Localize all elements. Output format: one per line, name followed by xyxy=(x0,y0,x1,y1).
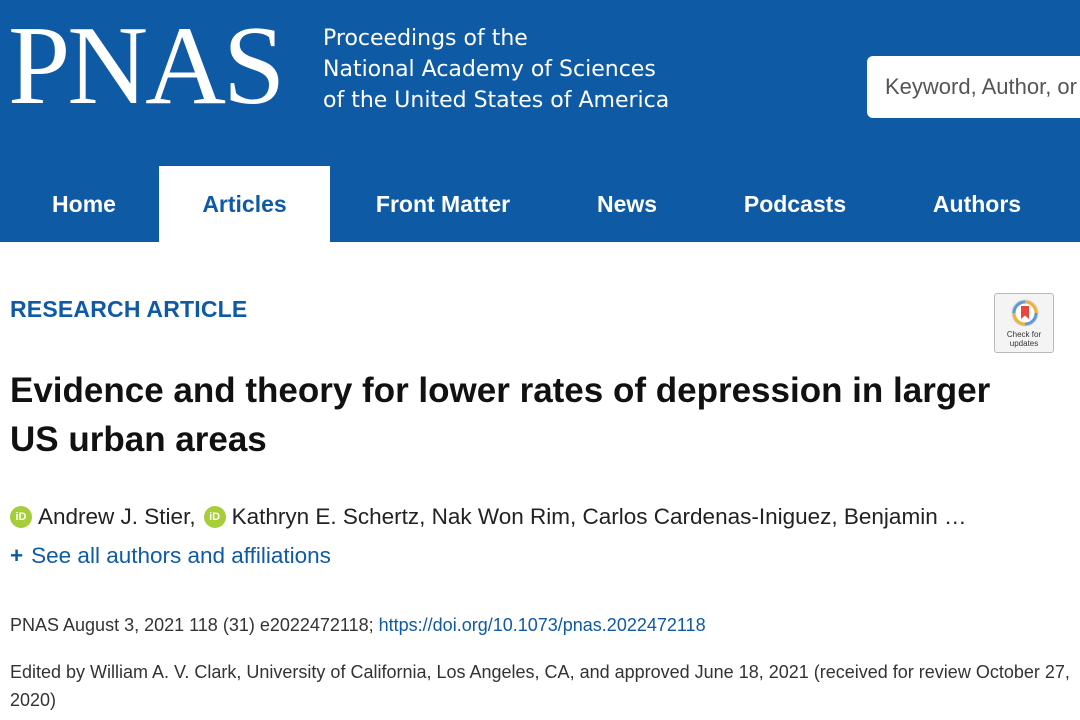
nav-home[interactable]: Home xyxy=(52,190,116,217)
orcid-icon[interactable]: iD xyxy=(10,506,32,528)
article-type-label: RESEARCH ARTICLE xyxy=(10,296,248,322)
site-header: PNAS Proceedings of the National Academy… xyxy=(0,0,1080,242)
article-title: Evidence and theory for lower rates of d… xyxy=(10,371,991,459)
citation-text: PNAS August 3, 2021 118 (31) e2022472118… xyxy=(10,615,374,635)
search-input[interactable] xyxy=(867,56,1080,118)
proceedings-line-2: National Academy of Sciences xyxy=(323,57,656,82)
author-list: iD Andrew J. Stier, iD Kathryn E. Schert… xyxy=(10,504,1075,530)
plus-icon: + xyxy=(10,543,24,568)
orcid-icon[interactable]: iD xyxy=(203,506,226,528)
check-updates-line-1: Check for xyxy=(1006,330,1042,339)
main-nav: Home Articles Front Matter News Podcasts… xyxy=(0,166,1080,242)
nav-news[interactable]: News xyxy=(596,190,658,217)
check-for-updates-badge[interactable]: Check for updates xyxy=(994,293,1054,353)
citation-line: PNAS August 3, 2021 118 (31) e2022472118… xyxy=(10,615,706,636)
see-all-authors-link[interactable]: + See all authors and affiliations xyxy=(10,543,331,569)
nav-podcasts[interactable]: Podcasts xyxy=(743,190,847,217)
check-updates-text: Check for updates xyxy=(995,330,1053,348)
nav-front-matter[interactable]: Front Matter xyxy=(375,190,511,217)
nav-articles[interactable]: Articles xyxy=(159,166,330,242)
check-updates-icon xyxy=(1011,299,1039,327)
proceedings-line-3: of the United States of America xyxy=(323,88,670,113)
author-names-rest[interactable]: Kathryn E. Schertz, Nak Won Rim, Carlos … xyxy=(231,504,967,529)
doi-link[interactable]: https://doi.org/10.1073/pnas.2022472118 xyxy=(378,615,706,635)
nav-authors[interactable]: Authors xyxy=(932,190,1022,217)
proceedings-title: Proceedings of the National Academy of S… xyxy=(323,23,669,116)
proceedings-line-1: Proceedings of the xyxy=(323,26,528,51)
search-box xyxy=(867,56,1080,118)
see-all-authors-label: See all authors and affiliations xyxy=(31,543,331,568)
author-name-1[interactable]: Andrew J. Stier, xyxy=(38,504,196,529)
pnas-logo[interactable]: PNAS xyxy=(8,4,285,128)
check-updates-line-2: updates xyxy=(1009,339,1039,348)
edited-by-text: Edited by William A. V. Clark, Universit… xyxy=(10,662,1070,710)
